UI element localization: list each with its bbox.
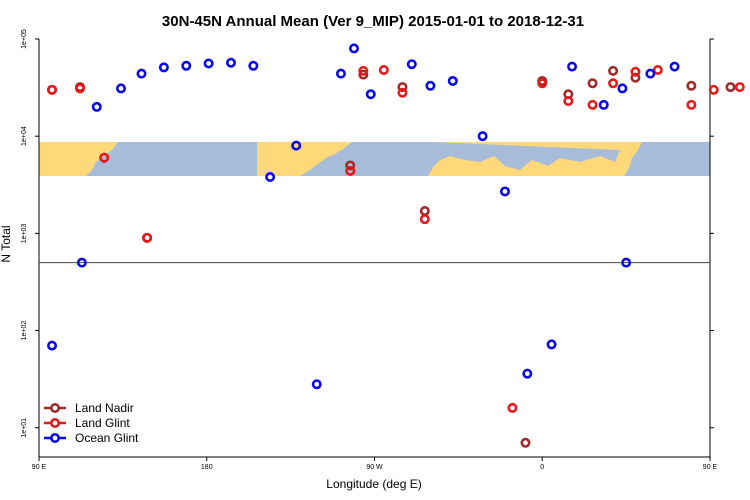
land-nadir-point bbox=[630, 72, 641, 83]
land-glint-point bbox=[397, 87, 408, 98]
land-nadir-legend-label: Land Nadir bbox=[75, 401, 134, 415]
land-nadir-point bbox=[397, 82, 408, 93]
land-glint-legend-label: Land Glint bbox=[75, 416, 130, 430]
land-glint-point bbox=[537, 78, 548, 89]
x-tick-label: 90 E bbox=[32, 464, 47, 471]
ocean-glint-point bbox=[406, 59, 417, 70]
data-points bbox=[47, 43, 745, 448]
x-tick-label: 90 E bbox=[703, 464, 718, 471]
x-axis-label: Longitude (deg E) bbox=[326, 477, 421, 491]
land-nadir-point bbox=[419, 205, 430, 216]
map-land-eurasia bbox=[428, 142, 642, 176]
land-glint-point bbox=[345, 165, 356, 176]
land-glint-point bbox=[608, 78, 619, 89]
land-glint-point bbox=[75, 83, 86, 94]
ocean-glint-point bbox=[76, 257, 87, 268]
ocean-glint-point bbox=[158, 62, 169, 73]
land-glint-point bbox=[708, 84, 719, 95]
y-tick-label: 1e+02 bbox=[21, 321, 28, 341]
land-glint-point bbox=[142, 232, 153, 243]
ocean-glint-legend-label: Ocean Glint bbox=[75, 431, 139, 445]
land-glint-point bbox=[630, 66, 641, 77]
land-glint-point bbox=[734, 82, 745, 93]
land-glint-point bbox=[47, 84, 58, 95]
land-glint-legend-marker bbox=[49, 417, 60, 428]
x-tick-label: 0 bbox=[540, 464, 544, 471]
ocean-glint-point bbox=[499, 186, 510, 197]
land-nadir-point bbox=[358, 69, 369, 80]
ocean-glint-point bbox=[447, 75, 458, 86]
ocean-glint-point bbox=[477, 131, 488, 142]
land-nadir-point bbox=[587, 78, 598, 89]
land-nadir-point bbox=[725, 82, 736, 93]
y-tick-label: 1e+04 bbox=[21, 126, 28, 146]
ocean-glint-point bbox=[47, 340, 58, 351]
land-glint-point bbox=[358, 65, 369, 76]
ocean-glint-point bbox=[335, 68, 346, 79]
land-glint-point bbox=[419, 214, 430, 225]
y-tick-label: 1e+03 bbox=[21, 223, 28, 243]
y-tick-label: 1e+01 bbox=[21, 418, 28, 438]
ocean-glint-point bbox=[181, 60, 192, 71]
land-glint-point bbox=[378, 64, 389, 75]
land-glint-point bbox=[587, 99, 598, 110]
land-nadir-point bbox=[686, 80, 697, 91]
ocean-glint-legend-marker bbox=[49, 432, 60, 443]
ocean-glint-point bbox=[645, 68, 656, 79]
ocean-glint-point bbox=[311, 379, 322, 390]
ocean-glint-point bbox=[365, 89, 376, 100]
land-nadir-point bbox=[345, 160, 356, 171]
y-tick-label: 1e+05 bbox=[21, 29, 28, 49]
x-tick-label: 90 W bbox=[366, 464, 383, 471]
map-strip bbox=[39, 142, 710, 176]
land-nadir-point bbox=[608, 65, 619, 76]
ocean-glint-point bbox=[225, 57, 236, 68]
ocean-glint-point bbox=[617, 83, 628, 94]
ocean-glint-point bbox=[546, 339, 557, 350]
ocean-glint-point bbox=[621, 257, 632, 268]
y-axis-ticks: 1e+01 1e+02 1e+03 1e+04 1e+05 bbox=[21, 29, 714, 438]
map-land-america bbox=[257, 142, 352, 176]
land-glint-point bbox=[507, 402, 518, 413]
ocean-glint-point bbox=[522, 368, 533, 379]
ocean-glint-point bbox=[265, 172, 276, 183]
land-glint-point bbox=[686, 99, 697, 110]
land-glint-point bbox=[652, 64, 663, 75]
ocean-glint-point bbox=[136, 68, 147, 79]
x-tick-label: 180 bbox=[201, 464, 213, 471]
ocean-glint-point bbox=[598, 99, 609, 110]
plot-frame bbox=[38, 39, 711, 458]
ocean-glint-point bbox=[203, 58, 214, 69]
land-nadir-point bbox=[520, 437, 531, 448]
ocean-glint-point bbox=[248, 60, 259, 71]
ocean-glint-point bbox=[567, 61, 578, 72]
land-glint-point bbox=[99, 152, 110, 163]
ocean-glint-point bbox=[91, 101, 102, 112]
chart-title: 30N-45N Annual Mean (Ver 9_MIP) 2015-01-… bbox=[162, 13, 584, 30]
ocean-glint-point bbox=[669, 61, 680, 72]
map-land-west bbox=[39, 142, 118, 176]
ocean-glint-point bbox=[425, 80, 436, 91]
ocean-glint-point bbox=[348, 43, 359, 54]
ocean-glint-point bbox=[116, 83, 127, 94]
land-glint-point bbox=[563, 96, 574, 107]
land-nadir-legend-marker bbox=[49, 402, 60, 413]
ocean-glint-point bbox=[291, 140, 302, 151]
y-axis-label: N Total bbox=[0, 225, 13, 262]
